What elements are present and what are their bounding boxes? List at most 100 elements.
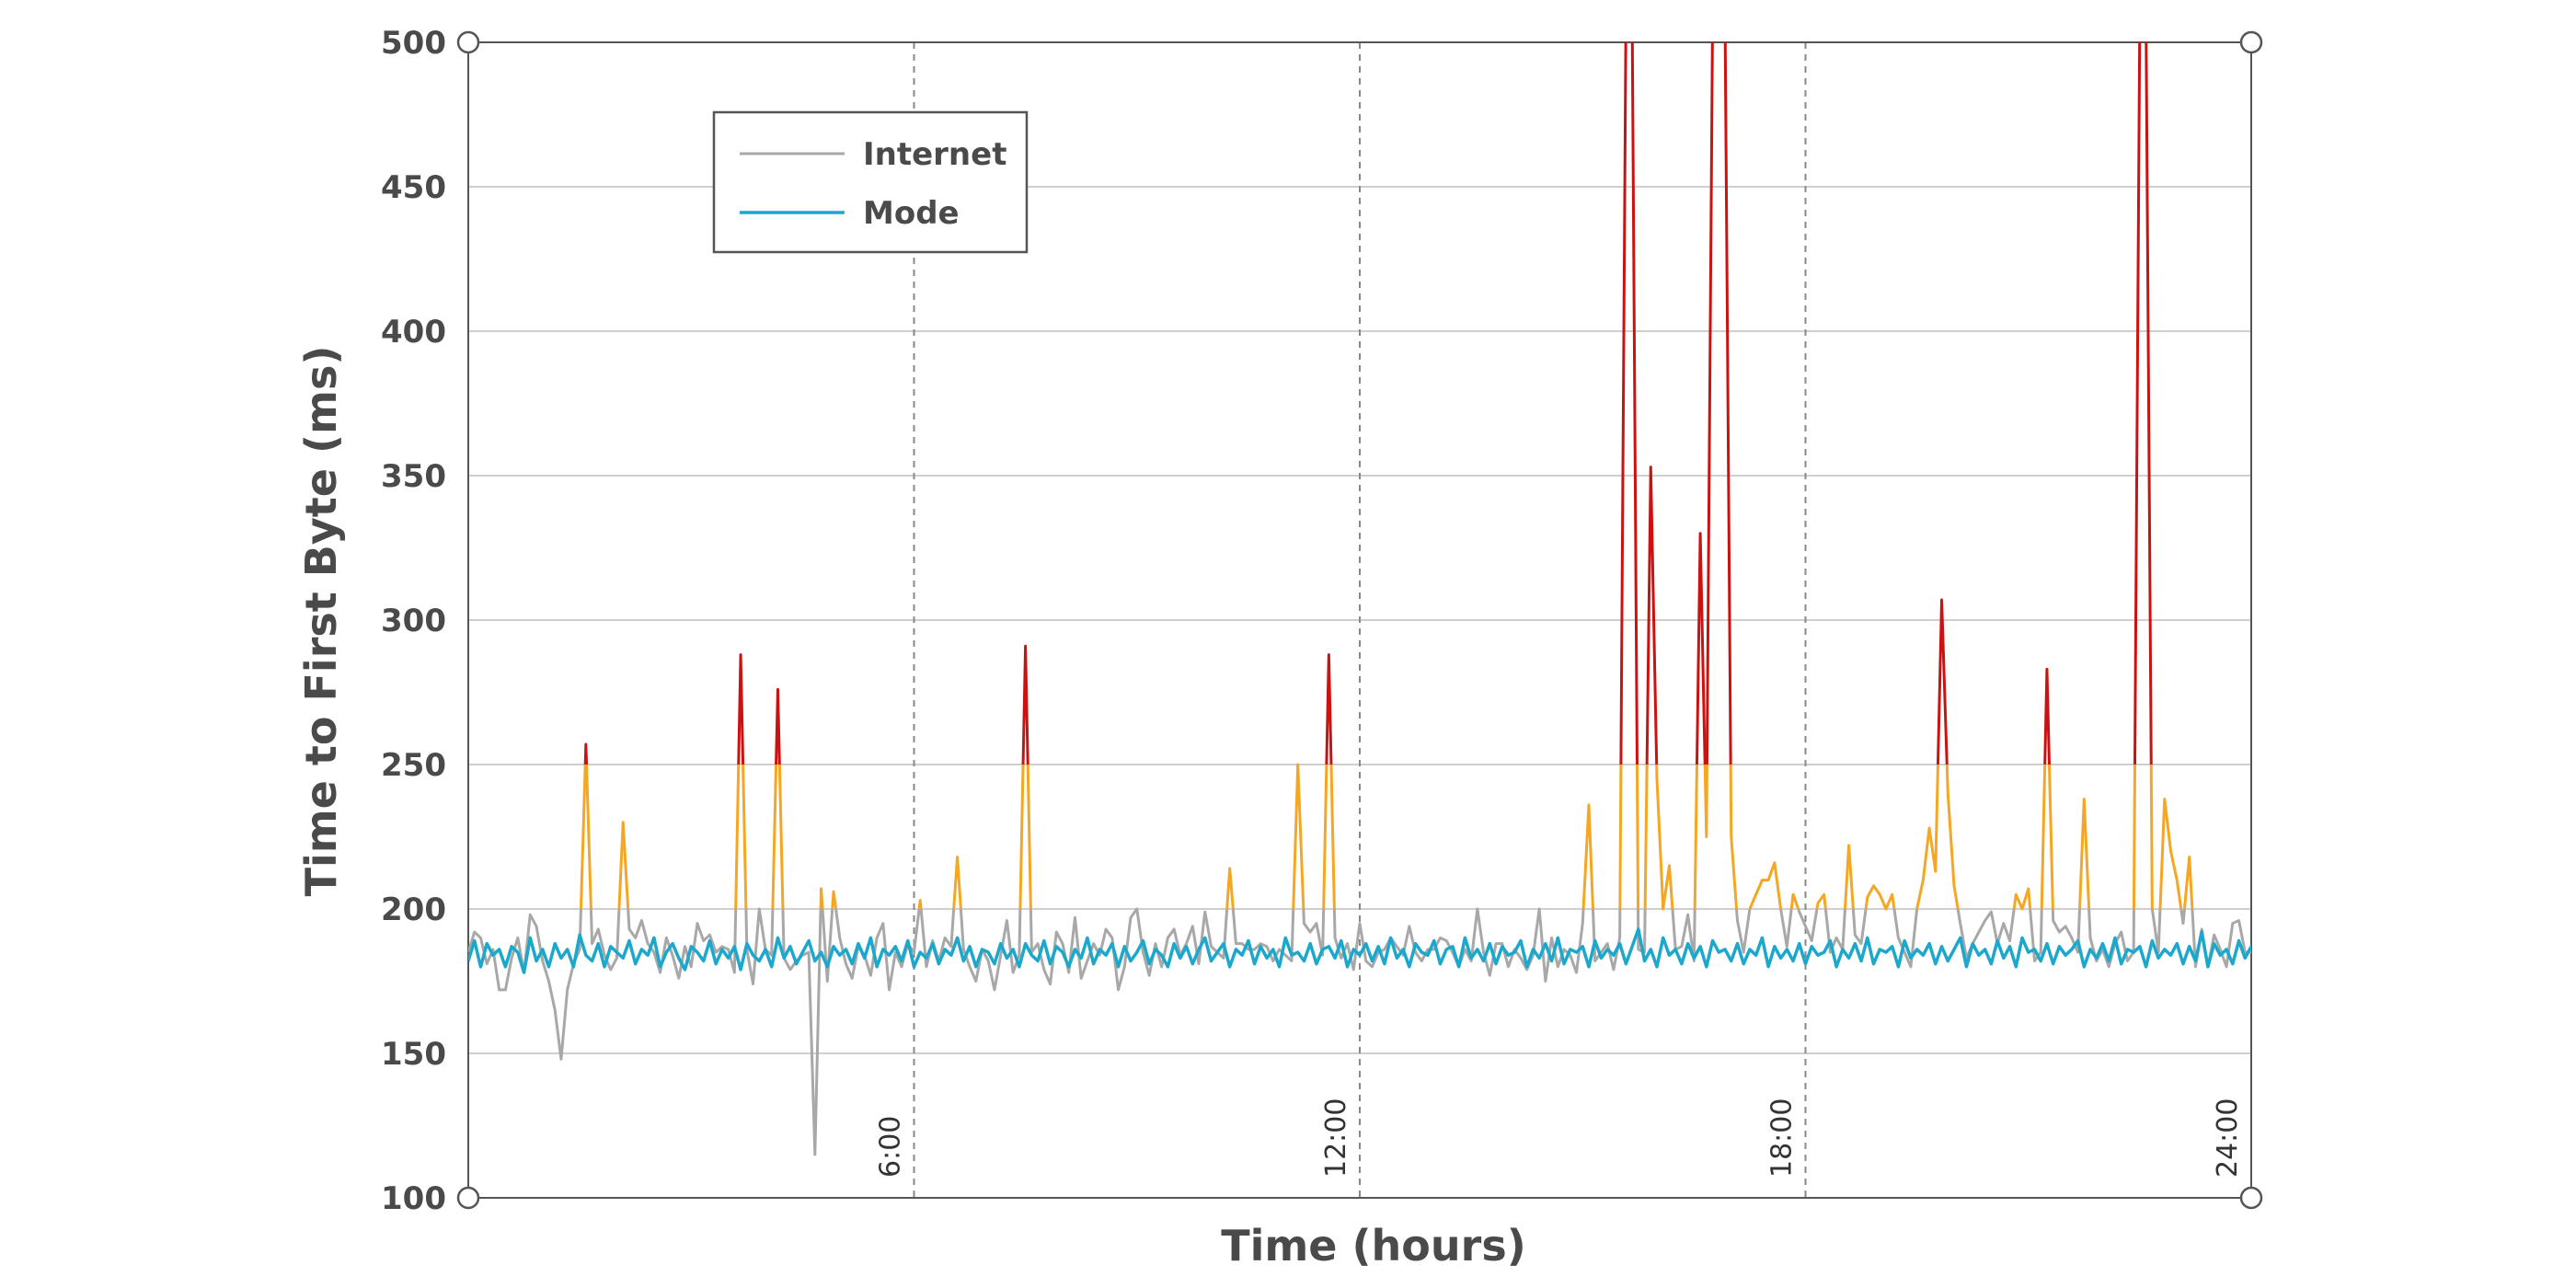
series-internet-segment-23 — [1018, 764, 1025, 910]
series-internet-segment-49 — [1729, 764, 1739, 910]
series-internet-segment-5 — [617, 821, 630, 910]
series-internet-segment-39 — [1635, 764, 1640, 910]
x-tick-label-24:00: 24:00 — [2212, 1098, 2244, 1178]
series-internet-segment-9 — [742, 764, 748, 910]
series-internet-segment-87 — [2557, 782, 2567, 909]
y-tick-label-300: 300 — [381, 603, 446, 639]
series-internet-segment-29 — [1292, 763, 1305, 910]
series-internet-segment-19 — [917, 899, 923, 910]
y-axis-ticks: 100 150 200 250 300 350 400 450 500 — [381, 25, 446, 1217]
series-internet-segment-69 — [2047, 764, 2054, 910]
series-internet-segment-85 — [2528, 765, 2532, 909]
series-internet-segment-78 — [2179, 908, 2186, 926]
corner-handle-2 — [456, 1186, 480, 1210]
series-internet-segment-13 — [777, 764, 785, 910]
series-internet-segment-65 — [2012, 887, 2032, 911]
series-internet-segment-30 — [1302, 908, 1326, 957]
series-mode — [468, 927, 2251, 974]
series-internet-segment-83 — [2518, 765, 2520, 909]
series-internet-segment-6 — [627, 908, 738, 980]
legend: Internet Mode — [712, 110, 1029, 254]
y-tick-label-100: 100 — [381, 1180, 446, 1217]
series-internet-segment-84 — [2520, 493, 2527, 765]
series-internet-segment-24 — [1021, 644, 1029, 765]
y-tick-label-450: 450 — [381, 169, 446, 206]
series-internet-segment-44 — [1671, 908, 1696, 963]
series-internet-segment-14 — [781, 908, 822, 1156]
series-internet-segment-51 — [1748, 861, 1783, 910]
series-internet-segment-86 — [2532, 909, 2557, 967]
corner-handle-0 — [456, 30, 480, 54]
series-internet-segment-21 — [952, 855, 962, 910]
series-internet-segment-31 — [1322, 764, 1328, 910]
y-tick-label-150: 150 — [381, 1036, 446, 1073]
series-internet-segment-63 — [1945, 764, 1960, 910]
series-internet-segment-54 — [1797, 908, 1819, 943]
series-internet-segment-60 — [1892, 908, 1919, 969]
series-internet-segment-53 — [1789, 892, 1800, 910]
corner-handle-1 — [2239, 30, 2263, 54]
series-internet-segment-38 — [1619, 42, 1639, 765]
frame-corner-handles — [456, 30, 2263, 1210]
series-internet-segment-62 — [1936, 598, 1949, 765]
y-tick-label-250: 250 — [381, 747, 446, 784]
y-tick-label-500: 500 — [381, 25, 446, 62]
series-internet-segment-76 — [2150, 908, 2162, 954]
series-internet-segment-48 — [1705, 42, 1732, 765]
y-tick-label-400: 400 — [381, 314, 446, 351]
series-internet-segment-67 — [2040, 764, 2047, 910]
series-internet-segment-17 — [831, 890, 838, 910]
series-internet-segment-37 — [1618, 764, 1623, 910]
series-internet-segment-32 — [1325, 653, 1333, 765]
x-tick-label-18:00: 18:00 — [1766, 1098, 1799, 1178]
series-internet-segment-75 — [2149, 764, 2154, 910]
series-internet-segment-80 — [2191, 908, 2251, 969]
series-internet-segment-11 — [771, 764, 778, 910]
series-mode-segment-0 — [468, 927, 2251, 974]
series-internet-segment-16 — [821, 908, 834, 983]
y-tick-label-200: 200 — [381, 891, 446, 928]
series-internet-segment-36 — [1591, 908, 1622, 972]
series-internet-segment-33 — [1329, 764, 1336, 910]
series-internet-segment-28 — [1231, 908, 1295, 963]
y-axis-title: Time to First Byte (ms) — [296, 346, 346, 897]
series-internet-segment-73 — [2132, 764, 2136, 910]
series-internet-segment-68 — [2043, 667, 2051, 765]
series-internet-segment-88 — [2567, 909, 2576, 1097]
x-tick-label-6:00: 6:00 — [875, 1116, 907, 1178]
series-internet-segment-1 — [579, 764, 587, 910]
series-internet-segment-43 — [1655, 764, 1674, 911]
series-internet-segment-27 — [1225, 867, 1235, 910]
series-internet-segment-77 — [2158, 798, 2183, 910]
series-internet-segment-2 — [583, 742, 589, 765]
legend-box — [712, 110, 1029, 254]
series-internet-segment-70 — [2051, 908, 2081, 954]
corner-handle-3 — [2239, 1186, 2263, 1210]
series-internet-segment-45 — [1693, 764, 1698, 910]
series-internet-segment-41 — [1643, 764, 1649, 910]
series-internet-segment-58 — [1851, 908, 1868, 946]
series-internet-segment-50 — [1735, 908, 1752, 954]
plot-area-frame — [467, 41, 2252, 1199]
x-tick-label-12:00: 12:00 — [1320, 1098, 1352, 1178]
series-internet-segment-7 — [734, 764, 741, 910]
series-internet — [468, 42, 2576, 1156]
series-internet-segment-74 — [2133, 42, 2153, 765]
x-axis-ticks: 6:00 12:00 18:00 24:00 — [875, 1098, 2245, 1178]
series-internet-segment-52 — [1779, 908, 1793, 949]
x-axis-title: Time (hours) — [1221, 1221, 1526, 1271]
legend-label-internet: Internet — [863, 136, 1006, 173]
series-internet-segment-57 — [1843, 844, 1855, 910]
series-internet-segment-81 — [2497, 880, 2501, 909]
series-internet-segment-35 — [1581, 803, 1594, 910]
series-internet-segment-47 — [1703, 764, 1708, 838]
legend-label-mode: Mode — [863, 195, 960, 232]
series-internet-segment-25 — [1026, 764, 1032, 910]
series-internet-segment-3 — [585, 764, 592, 910]
series-internet-segment-71 — [2077, 798, 2091, 910]
series-internet-segment-0 — [468, 908, 582, 1061]
series-internet-segment-59 — [1864, 884, 1896, 911]
series-internet-segment-22 — [959, 908, 1022, 992]
series-internet-segment-26 — [1029, 907, 1229, 992]
